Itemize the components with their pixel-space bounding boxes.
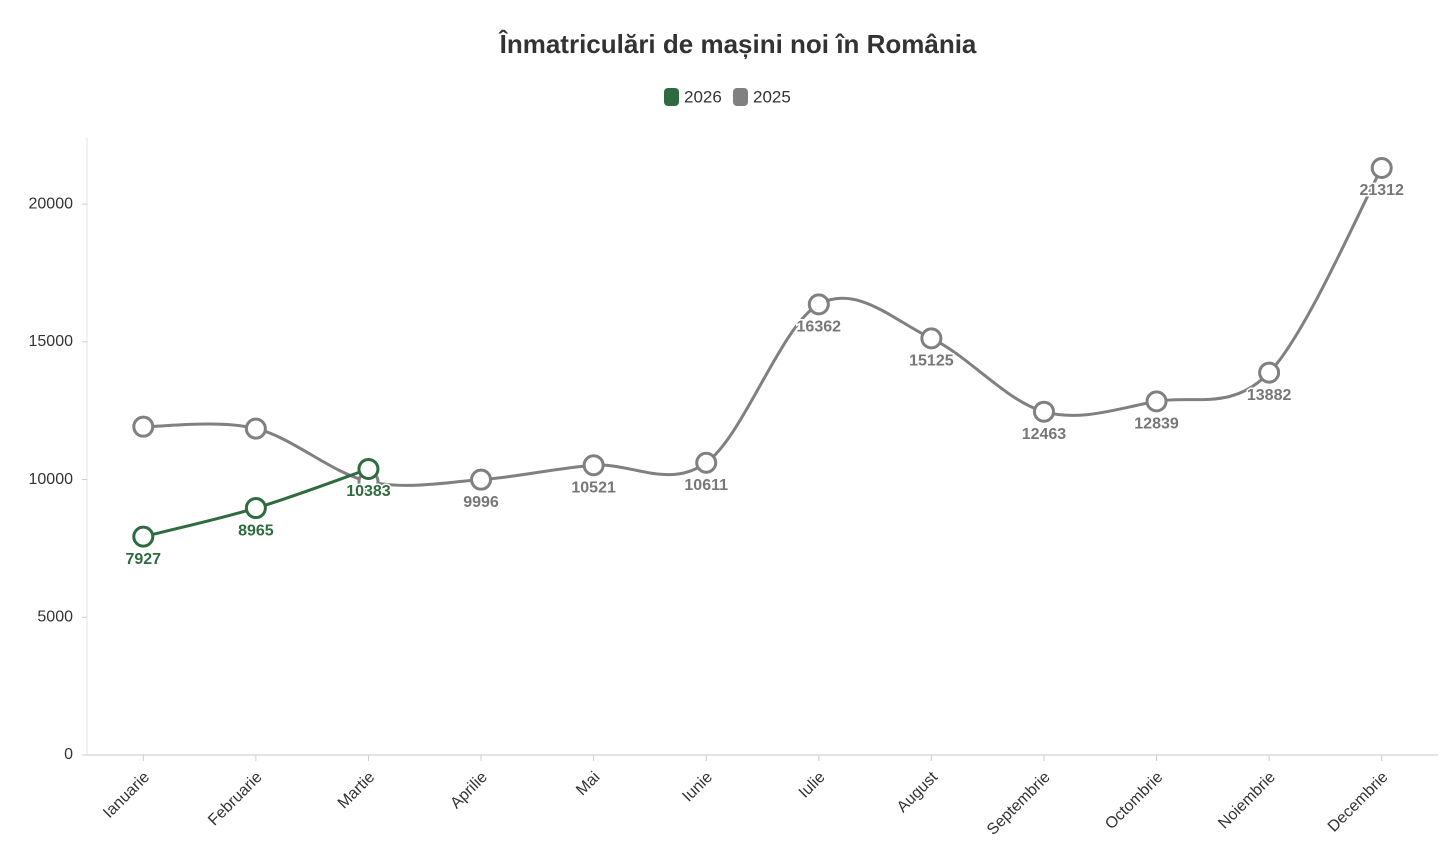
value-label: 7927 xyxy=(125,551,161,568)
value-label: 12463 xyxy=(1022,426,1067,443)
legend-swatch xyxy=(664,88,679,106)
value-label: 13882 xyxy=(1247,387,1292,404)
point xyxy=(1145,390,1168,413)
point xyxy=(244,417,267,440)
point xyxy=(244,497,267,520)
point xyxy=(1258,361,1281,384)
legend-label: 2025 xyxy=(753,87,791,106)
x-tick-label: Septembrie xyxy=(984,769,1054,839)
value-label: 9996 xyxy=(463,494,499,511)
point xyxy=(357,458,380,481)
y-tick-label: 15000 xyxy=(29,333,74,350)
legend-swatch xyxy=(733,88,748,106)
value-label: 10383 xyxy=(346,483,391,500)
series-line xyxy=(143,167,1384,487)
x-tick-label: Ianuarie xyxy=(100,769,153,822)
value-label: 21312 xyxy=(1359,182,1404,199)
x-tick-label: Martie xyxy=(335,769,379,813)
x-tick-label: Mai xyxy=(573,769,603,799)
x-tick-label: Iulie xyxy=(796,769,829,802)
y-tick-label: 20000 xyxy=(29,195,74,212)
y-tick-label: 5000 xyxy=(37,608,73,625)
value-label: 12839 xyxy=(1134,416,1179,433)
value-label: 10521 xyxy=(571,479,616,496)
chart-title: Înmatriculări de mașini noi în România xyxy=(498,29,977,59)
point xyxy=(132,525,155,548)
point xyxy=(695,451,718,474)
point xyxy=(1032,400,1055,423)
x-tick-label: Februarie xyxy=(205,769,266,830)
point xyxy=(582,454,605,477)
point xyxy=(132,415,155,438)
x-tick-label: Noiembrie xyxy=(1215,769,1279,833)
x-tick-label: Iunie xyxy=(679,769,716,806)
value-label: 8965 xyxy=(238,522,274,539)
value-label: 15125 xyxy=(909,353,954,370)
value-label: 16362 xyxy=(797,319,842,336)
legend-label: 2026 xyxy=(684,87,722,106)
x-tick-label: August xyxy=(894,768,942,816)
y-tick-label: 0 xyxy=(64,746,73,763)
point xyxy=(1370,156,1393,179)
point xyxy=(807,293,830,316)
x-tick-label: Aprilie xyxy=(447,769,491,813)
y-tick-label: 10000 xyxy=(29,471,74,488)
point xyxy=(920,327,943,350)
x-tick-label: Octombrie xyxy=(1102,769,1166,833)
point xyxy=(470,468,493,491)
x-tick-label: Decembrie xyxy=(1325,769,1392,836)
value-label: 10611 xyxy=(684,477,728,494)
